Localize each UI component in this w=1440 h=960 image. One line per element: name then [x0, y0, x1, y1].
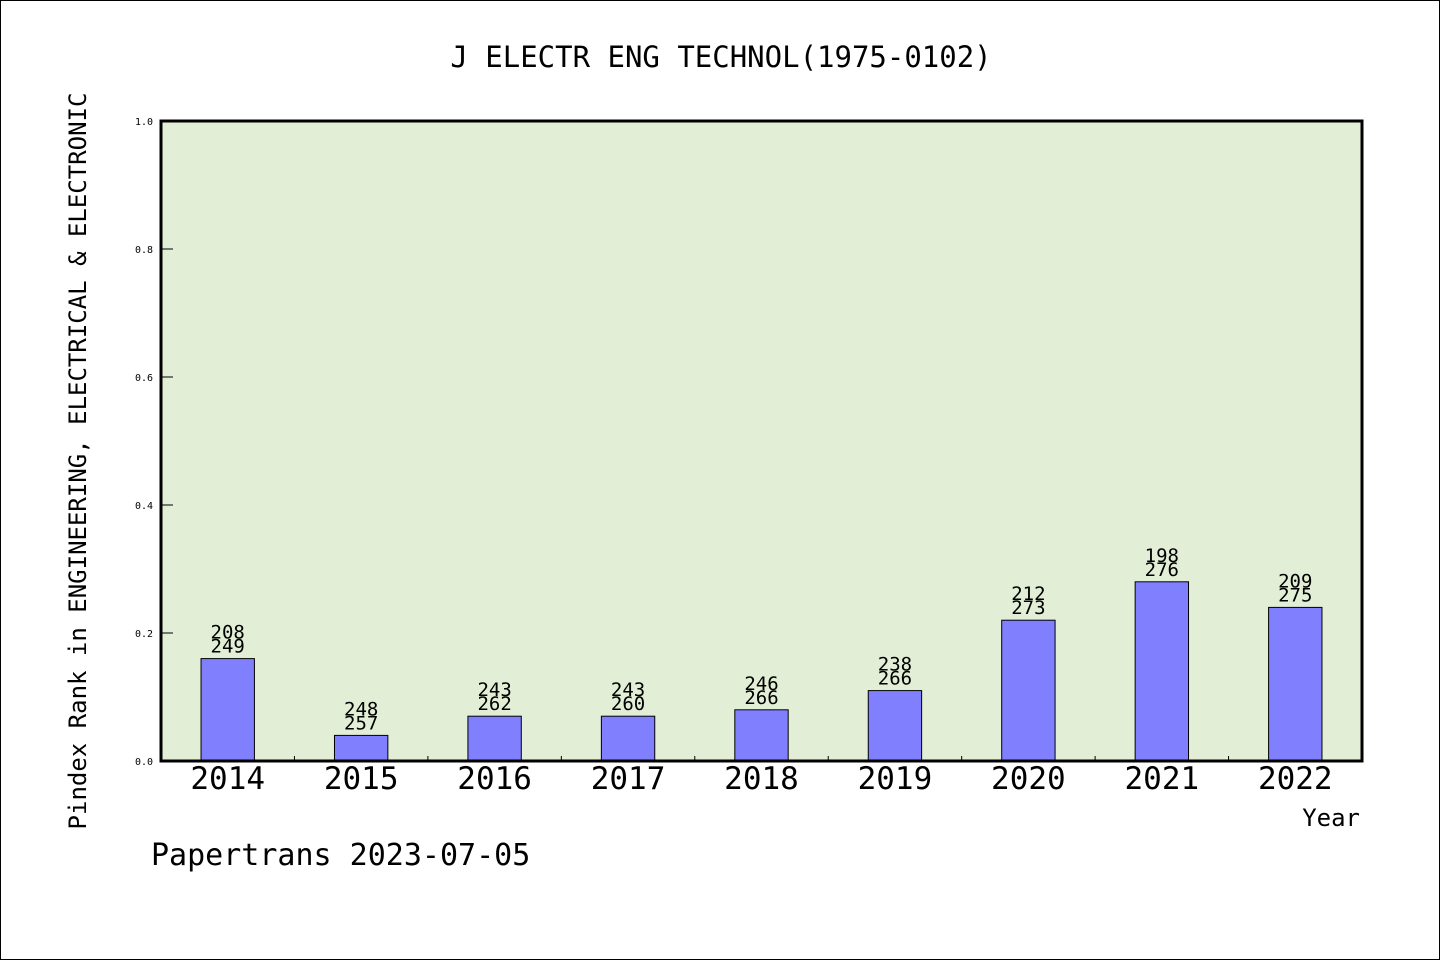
credit-text: Papertrans 2023-07-05	[151, 838, 530, 873]
rank-label-2015: 248	[344, 698, 378, 720]
ticks-group: 2014 2015 2016 2017 2018 2019 2020 2021 2022 0.0 0…	[135, 117, 1333, 797]
rank-label-2017: 243	[611, 679, 645, 701]
x-tick-label-2014: 2014	[190, 761, 265, 797]
total-label-2021: 276	[1145, 559, 1179, 581]
rank-label-2014: 208	[211, 622, 245, 644]
y-tick-label-1.0: 1.0	[135, 117, 153, 128]
x-tick-label-2016: 2016	[457, 761, 532, 797]
bar-2019	[867, 690, 923, 762]
bar-2020	[1001, 619, 1056, 762]
total-label-2018: 266	[744, 687, 778, 709]
total-label-2014: 249	[211, 636, 245, 658]
x-tick-label-2021: 2021	[1125, 761, 1200, 797]
rank-label-2019: 238	[878, 654, 912, 676]
bar-2015	[333, 734, 389, 762]
y-tick-label-0.4: 0.4	[135, 501, 153, 512]
bar-2016	[467, 715, 522, 762]
total-label-2016: 262	[477, 693, 511, 715]
bar-2017	[600, 715, 656, 762]
total-label-2020: 273	[1011, 597, 1045, 619]
total-label-2022: 275	[1278, 584, 1312, 606]
total-label-2019: 266	[878, 668, 912, 690]
y-tick-label-0.2: 0.2	[135, 629, 153, 640]
bar-2022	[1268, 606, 1323, 762]
chart-title: J ELECTR ENG TECHNOL(1975-0102)	[450, 40, 991, 74]
y-tick-label-0.0: 0.0	[135, 757, 153, 768]
y-tick-label-0.8: 0.8	[135, 245, 153, 256]
x-axis-label: Year	[1302, 804, 1360, 832]
rank-label-2020: 212	[1011, 583, 1045, 605]
x-tick-label-2017: 2017	[591, 761, 666, 797]
bar-2018	[734, 709, 789, 762]
x-tick-label-2019: 2019	[858, 761, 933, 797]
x-tick-label-2015: 2015	[324, 761, 399, 797]
rank-label-2021: 198	[1145, 545, 1179, 567]
bar-2021	[1134, 581, 1190, 762]
x-tick-label-2022: 2022	[1258, 761, 1333, 797]
bar-2014	[200, 658, 255, 762]
rank-label-2016: 243	[477, 679, 511, 701]
x-tick-label-2018: 2018	[724, 761, 799, 797]
x-tick-label-2020: 2020	[991, 761, 1066, 797]
total-label-2017: 260	[611, 693, 645, 715]
plot-border	[159, 119, 1364, 763]
y-tick-label-0.6: 0.6	[135, 373, 153, 384]
y-axis-label: Pindex Rank in ENGINEERING, ELECTRICAL &…	[64, 93, 92, 830]
total-label-2015: 257	[344, 712, 378, 734]
rank-label-2022: 209	[1278, 570, 1312, 592]
bars-group: 2082492482572432622432602462662382662122…	[200, 545, 1323, 762]
rank-label-2018: 246	[744, 673, 778, 695]
